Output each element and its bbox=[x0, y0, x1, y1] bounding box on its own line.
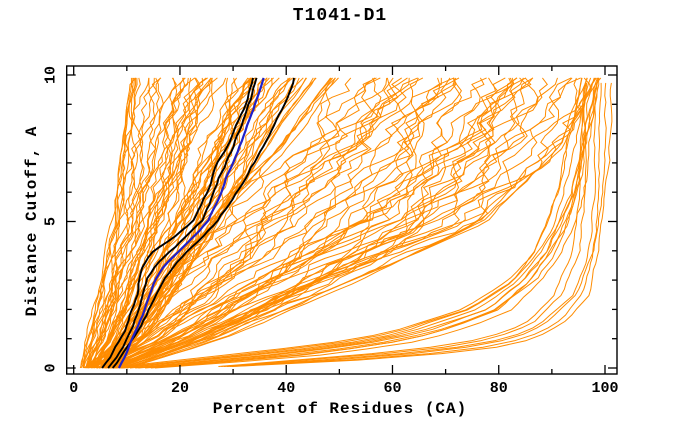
black-curve-2 bbox=[107, 77, 258, 369]
prediction-curve-flat-bottom-right-edge bbox=[226, 82, 607, 367]
prediction-curve-middle-fan bbox=[111, 77, 513, 369]
prediction-curve-middle-fan bbox=[111, 77, 588, 369]
prediction-curve-steep-left-bundle bbox=[100, 77, 202, 369]
prediction-curve-middle-fan bbox=[85, 77, 339, 369]
prediction-curve-middle-fan bbox=[125, 77, 597, 369]
prediction-curve-steep-left-bundle bbox=[91, 77, 204, 369]
x-tick-label: 20 bbox=[171, 380, 189, 397]
prediction-curve-middle-fan bbox=[115, 77, 539, 369]
prediction-curve-flat-bottom-right-edge bbox=[231, 82, 613, 367]
prediction-curve-middle-fan bbox=[107, 77, 515, 369]
prediction-curve-steep-left-bundle bbox=[112, 77, 316, 369]
prediction-curve-flat-bottom-right-edge bbox=[223, 82, 598, 367]
prediction-curve-steep-left-bundle bbox=[89, 77, 133, 369]
x-tick-label: 100 bbox=[591, 380, 618, 397]
prediction-curve-middle-fan bbox=[120, 77, 532, 369]
plot-frame bbox=[65, 65, 618, 375]
prediction-curve-steep-left-bundle bbox=[79, 77, 137, 369]
prediction-curve-middle-fan bbox=[97, 77, 424, 369]
blue-curve bbox=[117, 77, 265, 369]
black-curve-3 bbox=[111, 77, 295, 369]
prediction-curve-right-sigmoid-bundle bbox=[120, 77, 588, 369]
prediction-curve-middle-fan bbox=[119, 77, 534, 369]
x-axis-title: Percent of Residues (CA) bbox=[212, 400, 468, 418]
prediction-curve-middle-fan bbox=[99, 77, 382, 369]
prediction-curve-steep-left-bundle bbox=[99, 77, 186, 369]
prediction-curve-steep-left-bundle bbox=[94, 77, 201, 369]
curves-layer bbox=[79, 77, 613, 369]
prediction-curve-steep-left-bundle bbox=[86, 77, 177, 369]
prediction-curve-middle-fan bbox=[113, 77, 592, 369]
x-tick-label: 80 bbox=[490, 380, 508, 397]
prediction-curve-middle-fan bbox=[104, 77, 455, 369]
x-tick-label: 40 bbox=[277, 380, 295, 397]
prediction-curve-steep-left-bundle bbox=[91, 77, 178, 369]
prediction-curve-middle-fan bbox=[124, 77, 596, 369]
prediction-curve-middle-fan bbox=[127, 77, 602, 369]
prediction-curve-middle-fan bbox=[98, 77, 399, 369]
prediction-curve-middle-fan bbox=[96, 77, 376, 369]
prediction-curve-steep-left-bundle bbox=[83, 77, 150, 369]
x-tick-label: 60 bbox=[383, 380, 401, 397]
prediction-curve-steep-left-bundle bbox=[115, 77, 307, 369]
prediction-curve-steep-left-bundle bbox=[83, 77, 161, 369]
prediction-curve-steep-left-bundle bbox=[114, 77, 280, 369]
prediction-curve-right-sigmoid-bundle bbox=[150, 77, 598, 369]
prediction-curve-middle-fan bbox=[121, 77, 558, 369]
prediction-curve-steep-left-bundle bbox=[97, 77, 189, 369]
prediction-curve-steep-left-bundle bbox=[105, 77, 273, 369]
prediction-curve-middle-fan bbox=[93, 77, 410, 369]
prediction-curve-steep-left-bundle bbox=[99, 77, 207, 369]
prediction-curve-middle-fan bbox=[118, 77, 463, 369]
x-tick-label: 0 bbox=[69, 380, 78, 397]
prediction-curve-steep-left-bundle bbox=[102, 77, 264, 369]
prediction-curve-flat-bottom-right-edge bbox=[229, 82, 602, 367]
y-tick-label: 5 bbox=[43, 217, 60, 226]
prediction-curve-middle-fan bbox=[103, 77, 418, 369]
prediction-curve-middle-fan bbox=[109, 77, 499, 369]
prediction-curve-middle-fan bbox=[105, 77, 460, 369]
y-tick-label: 0 bbox=[43, 363, 60, 372]
prediction-curve-middle-fan bbox=[104, 77, 441, 369]
prediction-curve-right-sigmoid-bundle bbox=[154, 77, 600, 369]
prediction-curve-middle-fan bbox=[87, 77, 334, 369]
prediction-curve-middle-fan bbox=[96, 77, 442, 369]
black-curve-1 bbox=[101, 77, 254, 369]
prediction-curve-right-sigmoid-bundle bbox=[135, 77, 600, 369]
prediction-curve-steep-left-bundle bbox=[83, 77, 138, 369]
prediction-curve-steep-left-bundle bbox=[112, 77, 253, 369]
prediction-curve-right-sigmoid-bundle bbox=[145, 77, 600, 369]
prediction-curve-middle-fan bbox=[109, 77, 527, 369]
prediction-curve-middle-fan bbox=[98, 77, 455, 369]
chart-title: T1041-D1 bbox=[292, 6, 388, 26]
prediction-curve-right-sigmoid-bundle bbox=[108, 77, 583, 369]
y-tick-label: 10 bbox=[43, 66, 60, 84]
prediction-curve-steep-left-bundle bbox=[83, 77, 151, 369]
prediction-curve-middle-fan bbox=[121, 77, 581, 369]
prediction-curve-middle-fan bbox=[107, 77, 451, 369]
prediction-curve-middle-fan bbox=[126, 77, 572, 369]
y-axis-title: Distance Cutoff, A bbox=[23, 125, 41, 317]
